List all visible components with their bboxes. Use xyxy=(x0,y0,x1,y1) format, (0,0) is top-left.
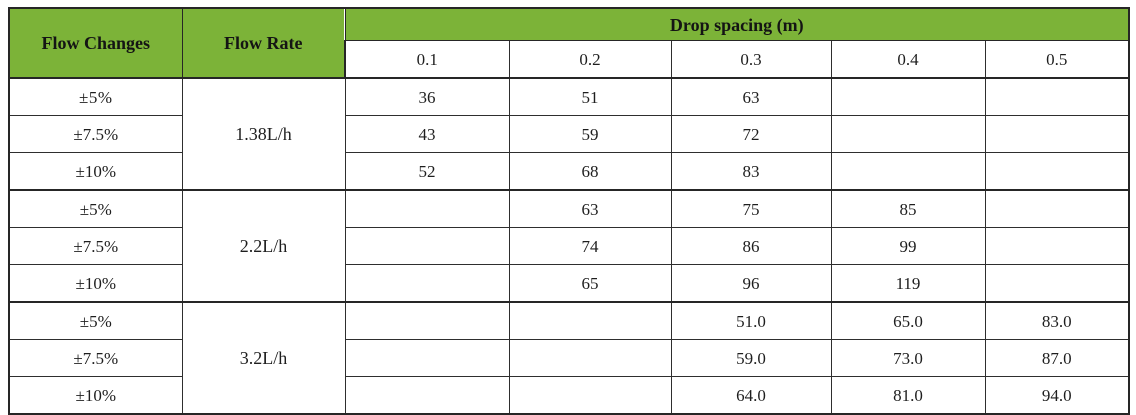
flow-change-label: ±10% xyxy=(8,152,183,191)
flow-change-label: ±5% xyxy=(8,189,183,228)
table-row: ±5% 1.38L/h 36 51 63 xyxy=(8,77,1131,191)
cell-value: 81.0 xyxy=(830,376,986,415)
cell-value xyxy=(344,189,510,228)
flow-change-label: ±10% xyxy=(8,376,183,415)
cell-value: 86 xyxy=(670,227,832,265)
cell-value xyxy=(508,376,672,415)
table-row: ±10% 65 96 119 xyxy=(8,264,1131,303)
flow-change-label: ±10% xyxy=(8,264,183,303)
cell-value: 74 xyxy=(508,227,672,265)
table-row: ±5% 2.2L/h 63 75 85 xyxy=(8,189,1131,303)
cell-value: 63 xyxy=(508,189,672,228)
cell-value xyxy=(344,264,510,303)
cell-value: 87.0 xyxy=(984,339,1131,377)
flow-change-label: ±7.5% xyxy=(8,115,183,153)
cell-value: 59.0 xyxy=(670,339,832,377)
header-flow-rate: Flow Rate xyxy=(181,7,346,79)
table-row: ±7.5% 59.0 73.0 87.0 xyxy=(8,339,1131,377)
header-flow-changes: Flow Changes xyxy=(8,7,183,79)
cell-value: 64.0 xyxy=(670,376,832,415)
cell-value: 75 xyxy=(670,189,832,228)
table-row: ±7.5% 74 86 99 xyxy=(8,227,1131,265)
flow-change-label: ±5% xyxy=(8,77,183,116)
table-body: ±5% 1.38L/h 36 51 63 ±7.5% 43 59 72 ±10%… xyxy=(8,77,1131,415)
cell-value xyxy=(508,339,672,377)
cell-value: 83 xyxy=(670,152,832,191)
header-drop-spacing: Drop spacing (m) xyxy=(344,7,1131,41)
cell-value: 65 xyxy=(508,264,672,303)
spacing-col-0.1: 0.1 xyxy=(344,40,510,79)
spacing-col-0.3: 0.3 xyxy=(670,40,832,79)
cell-value xyxy=(508,301,672,340)
cell-value xyxy=(984,115,1131,153)
cell-value xyxy=(344,227,510,265)
cell-value: 68 xyxy=(508,152,672,191)
cell-value xyxy=(984,227,1131,265)
cell-value xyxy=(830,77,986,116)
spacing-col-0.5: 0.5 xyxy=(984,40,1131,79)
cell-value xyxy=(830,152,986,191)
table-header: Flow Changes Flow Rate Drop spacing (m) … xyxy=(8,7,1131,79)
drop-spacing-table: Flow Changes Flow Rate Drop spacing (m) … xyxy=(8,7,1131,415)
cell-value: 119 xyxy=(830,264,986,303)
cell-value: 51.0 xyxy=(670,301,832,340)
cell-value: 73.0 xyxy=(830,339,986,377)
flow-change-label: ±7.5% xyxy=(8,227,183,265)
spacing-col-0.2: 0.2 xyxy=(508,40,672,79)
cell-value xyxy=(984,189,1131,228)
flow-rate-2.2: 2.2L/h xyxy=(181,189,346,303)
cell-value: 51 xyxy=(508,77,672,116)
table-row: ±10% 52 68 83 xyxy=(8,152,1131,191)
table-row: ±5% 3.2L/h 51.0 65.0 83.0 xyxy=(8,301,1131,415)
cell-value: 52 xyxy=(344,152,510,191)
cell-value: 99 xyxy=(830,227,986,265)
flow-change-label: ±5% xyxy=(8,301,183,340)
cell-value: 63 xyxy=(670,77,832,116)
cell-value xyxy=(344,339,510,377)
cell-value xyxy=(344,301,510,340)
cell-value: 94.0 xyxy=(984,376,1131,415)
cell-value: 59 xyxy=(508,115,672,153)
cell-value: 72 xyxy=(670,115,832,153)
table-row: ±10% 64.0 81.0 94.0 xyxy=(8,376,1131,415)
cell-value: 96 xyxy=(670,264,832,303)
flow-rate-1.38: 1.38L/h xyxy=(181,77,346,191)
cell-value: 36 xyxy=(344,77,510,116)
spacing-col-0.4: 0.4 xyxy=(830,40,986,79)
cell-value: 43 xyxy=(344,115,510,153)
cell-value xyxy=(984,264,1131,303)
cell-value xyxy=(344,376,510,415)
flow-change-label: ±7.5% xyxy=(8,339,183,377)
cell-value xyxy=(830,115,986,153)
cell-value xyxy=(984,77,1131,116)
cell-value: 83.0 xyxy=(984,301,1131,340)
cell-value: 65.0 xyxy=(830,301,986,340)
cell-value: 85 xyxy=(830,189,986,228)
table-row: ±7.5% 43 59 72 xyxy=(8,115,1131,153)
cell-value xyxy=(984,152,1131,191)
flow-rate-3.2: 3.2L/h xyxy=(181,301,346,415)
